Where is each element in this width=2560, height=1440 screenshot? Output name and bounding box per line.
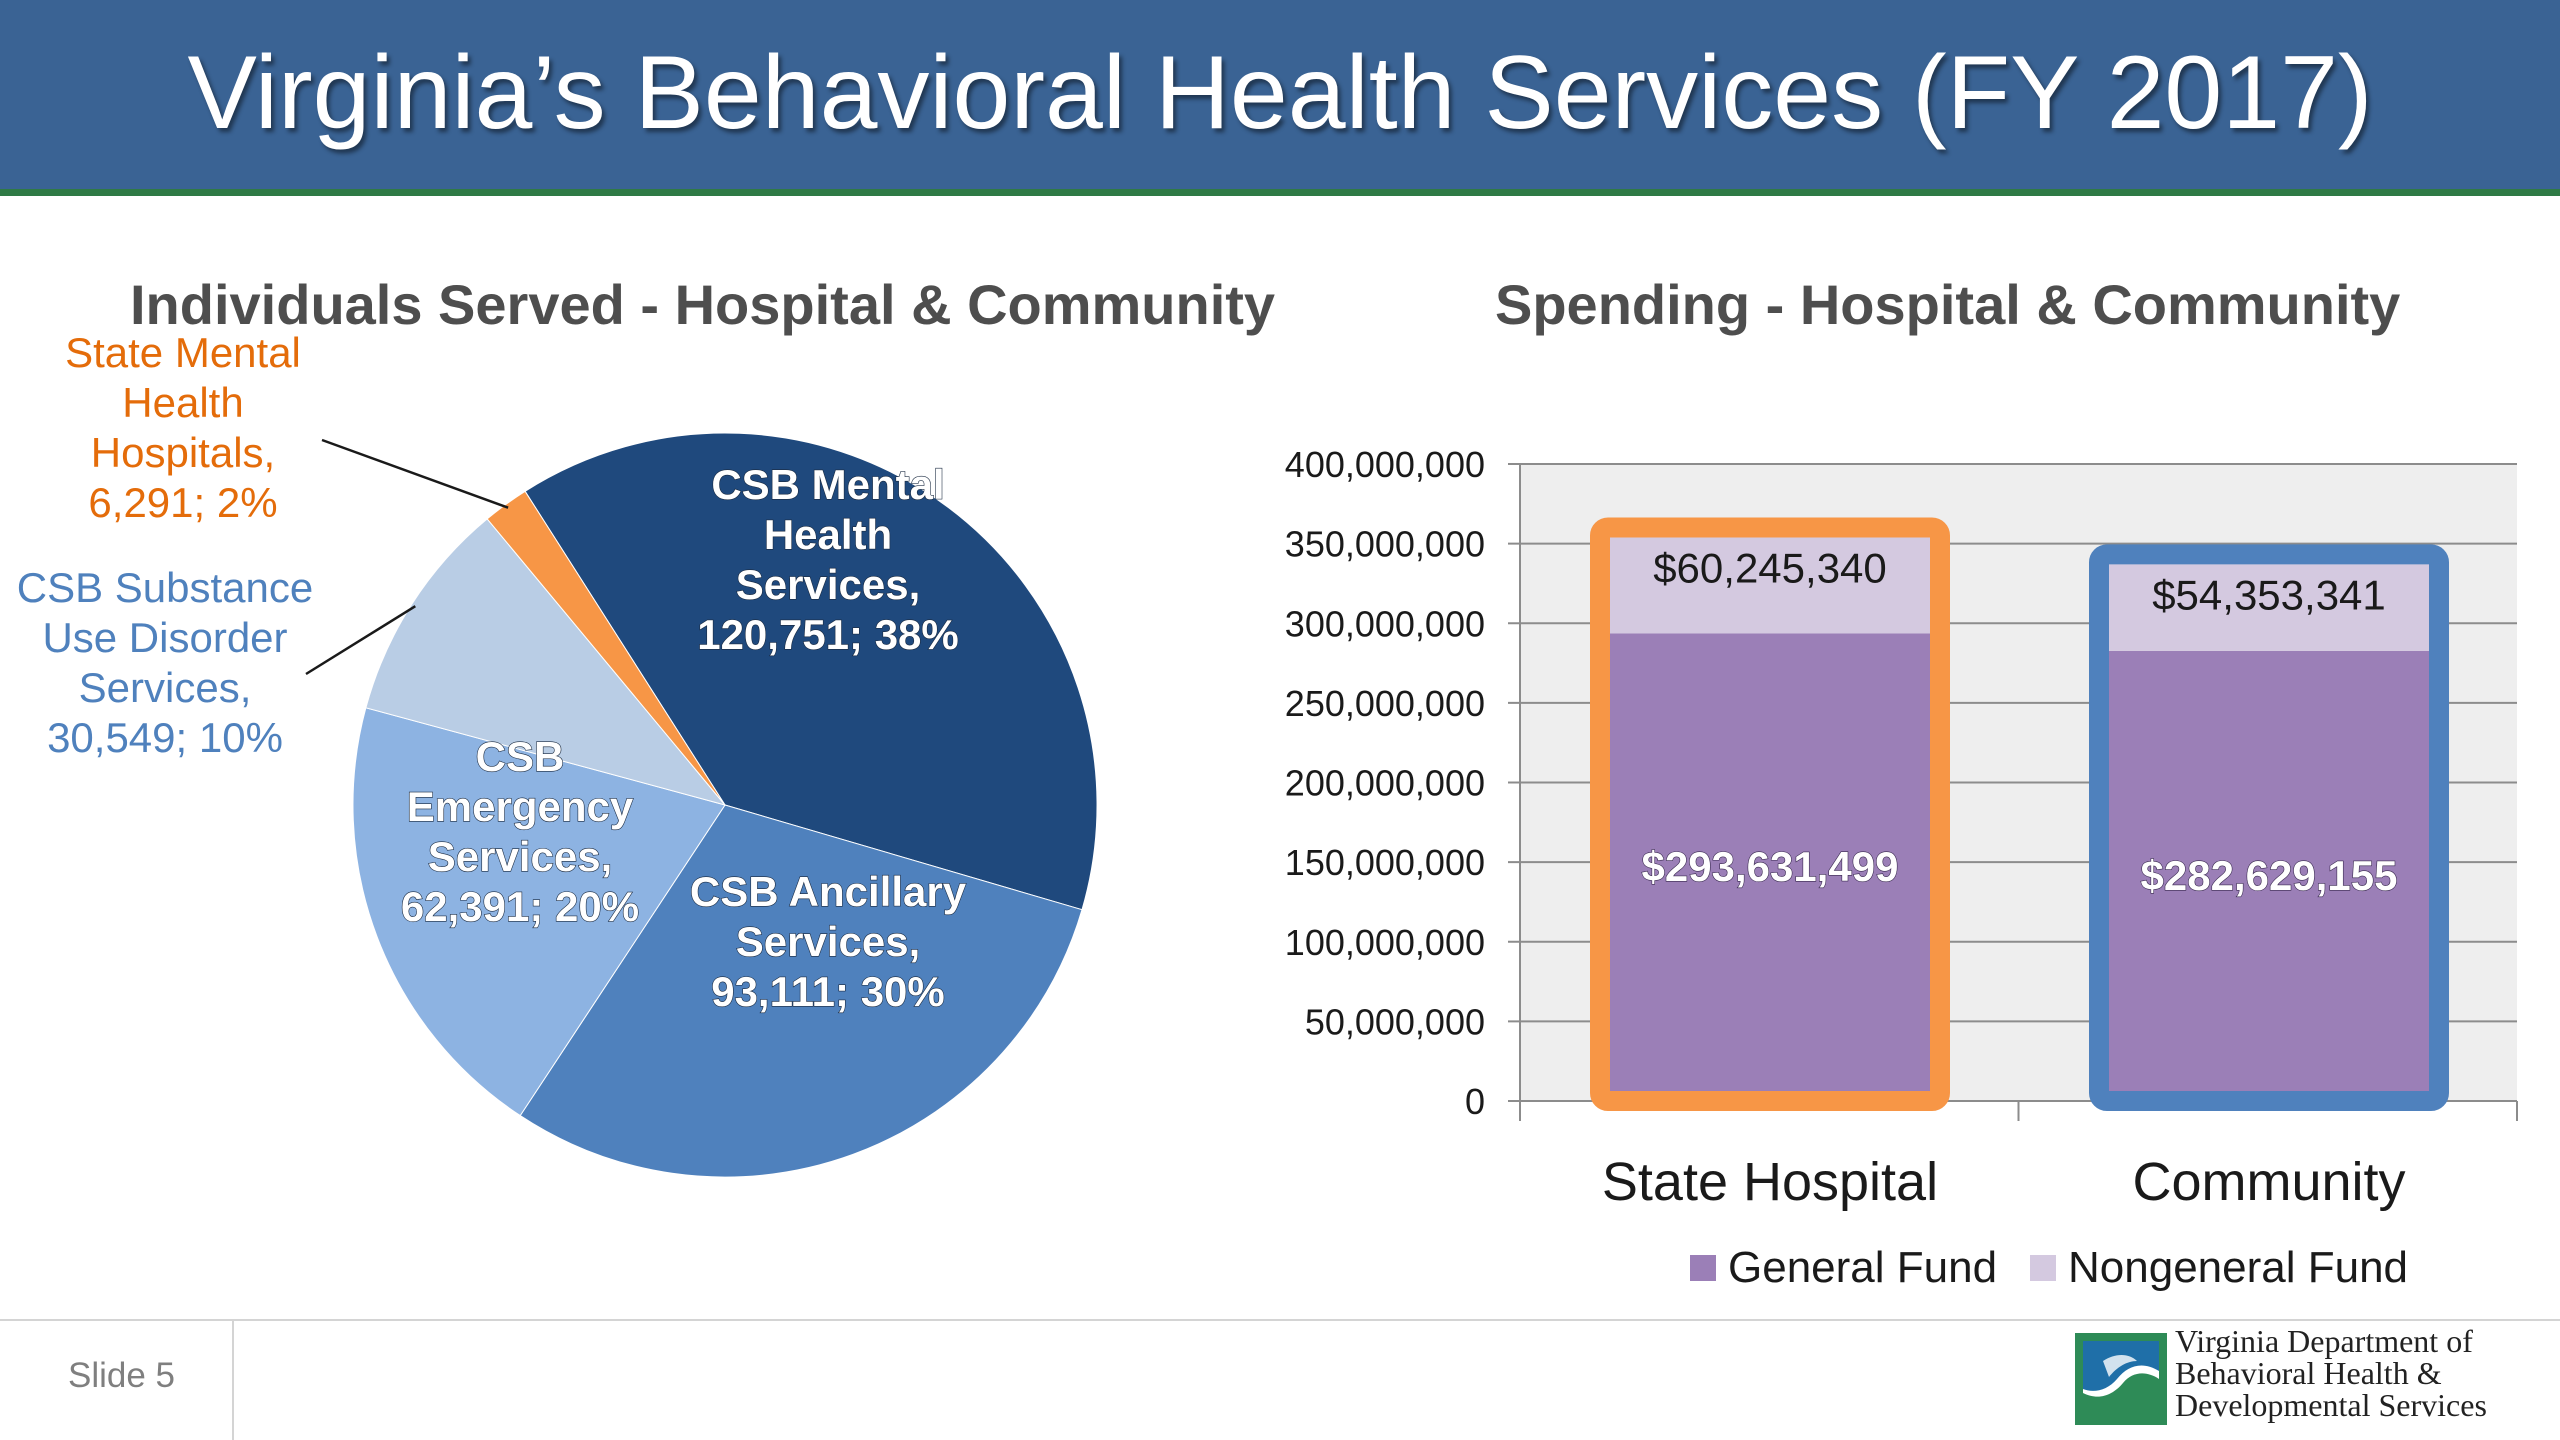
y-tick-label: 50,000,000 (1305, 1001, 1485, 1042)
leader-line-state-hospitals (321, 438, 509, 509)
dbhds-logo-mark-icon (2075, 1333, 2167, 1425)
pie-label-line: Hospitals, (91, 429, 275, 476)
pie-label-line: 120,751; 38% (697, 611, 959, 658)
pie-chart: CSB Mental Health Services, 120,751; 38%CSB… (17, 329, 1098, 1178)
logo-line-3: Developmental Services (2175, 1387, 2487, 1423)
pie-label-state-mental-health-hospitals: State Mental Health Hospitals, 6,291; 2% (65, 329, 301, 526)
data-label-community-nongeneral-fund: $54,353,341 (2152, 571, 2386, 618)
y-tick-label: 400,000,000 (1285, 444, 1485, 485)
pie-label-line: 62,391; 20% (401, 883, 639, 930)
pie-label-line: 6,291; 2% (88, 479, 277, 526)
legend-swatch-general-fund (1690, 1255, 1716, 1281)
category-label-community: Community (2132, 1152, 2405, 1212)
pie-label-line: Services, (79, 664, 252, 711)
pie-slice-csb-emergency-services (352, 707, 726, 1117)
pie-label-line: Use Disorder (42, 614, 287, 661)
y-tick-label: 350,000,000 (1285, 524, 1485, 565)
pie-label-line: CSB (476, 733, 565, 780)
dbhds-logo-text: Virginia Department of Behavioral Health… (2175, 1325, 2555, 1421)
data-label-state-hospital-nongeneral-fund: $60,245,340 (1653, 544, 1887, 591)
slide-title: Virginia’s Behavioral Health Services (F… (187, 35, 2373, 151)
y-tick-label: 100,000,000 (1285, 922, 1485, 963)
pie-chart-title: Individuals Served - Hospital & Communit… (130, 273, 1276, 336)
bar-outline-community (2089, 544, 2449, 1111)
leader-line-substance-use (305, 605, 416, 676)
pie-slice-csb-substance-use-disorder-services (365, 518, 727, 806)
bar-community-general-fund (2109, 650, 2429, 1101)
pie-label-line: CSB Mental (711, 461, 944, 508)
pie-label-csb-emergency-services: CSB Emergency Services, 62,391; 20% (401, 733, 639, 930)
pie-label-csb-ancillary-services: CSB Ancillary Services, 93,111; 30% (690, 868, 967, 1015)
bar-community-nongeneral-fund (2109, 564, 2429, 651)
bar-outline-state-hospital (1590, 517, 1950, 1111)
pie-label-line: Health (764, 511, 892, 558)
legend-swatch-nongeneral-fund (2030, 1255, 2056, 1281)
pie-label-line: CSB Substance (17, 564, 314, 611)
bar-chart: 0 50,000,000 100,000,000 150,000,000 200,000… (1285, 444, 2518, 1292)
footer-divider (0, 1319, 2560, 1321)
bar-chart-title: Spending - Hospital & Community (1495, 273, 2401, 336)
legend-label-general-fund: General Fund (1728, 1243, 1997, 1292)
bar-state-hospital-nongeneral-fund (1610, 537, 1930, 634)
pie-label-line: State Mental (65, 329, 301, 376)
pie-label-line: Emergency (407, 783, 634, 830)
pie-label-line: 30,549; 10% (47, 714, 283, 761)
legend-label-nongeneral-fund: Nongeneral Fund (2068, 1243, 2408, 1292)
y-tick-label: 250,000,000 (1285, 683, 1485, 724)
pie-label-line: Services, (736, 918, 921, 965)
pie-slice-state-mental-health-hospitals (486, 490, 726, 806)
y-tick-label: 150,000,000 (1285, 842, 1485, 883)
pie-slice-csb-ancillary-services (519, 804, 1083, 1178)
category-label-state-hospital: State Hospital (1602, 1152, 1938, 1212)
y-tick-label: 200,000,000 (1285, 763, 1485, 804)
pie-label-csb-substance-use-disorder-services: CSB Substance Use Disorder Services, 30,549… (17, 564, 314, 761)
y-tick-label: 0 (1465, 1081, 1485, 1122)
logo-line-2: Behavioral Health & (2175, 1355, 2442, 1391)
title-banner: Virginia’s Behavioral Health Services (F… (0, 0, 2560, 196)
dbhds-logo: Virginia Department of Behavioral Health… (2073, 1325, 2553, 1435)
pie-slice-csb-mental-health-services (524, 432, 1098, 911)
pie-label-line: 93,111; 30% (711, 968, 945, 1015)
data-label-state-hospital-general-fund: $293,631,499 (1642, 843, 1899, 890)
pie-label-line: CSB Ancillary (690, 868, 967, 915)
bar-state-hospital-general-fund (1610, 633, 1930, 1101)
slide-number: Slide 5 (68, 1356, 176, 1395)
logo-line-1: Virginia Department of (2175, 1323, 2473, 1359)
pie-label-line: Services, (736, 561, 921, 608)
pie-label-csb-mental-health-services: CSB Mental Health Services, 120,751; 38% (697, 461, 959, 658)
y-tick-label: 300,000,000 (1285, 603, 1485, 644)
data-label-community-general-fund: $282,629,155 (2141, 852, 2398, 899)
pie-label-line: Services, (428, 833, 613, 880)
footer-separator (232, 1321, 234, 1440)
pie-label-line: Health (122, 379, 243, 426)
